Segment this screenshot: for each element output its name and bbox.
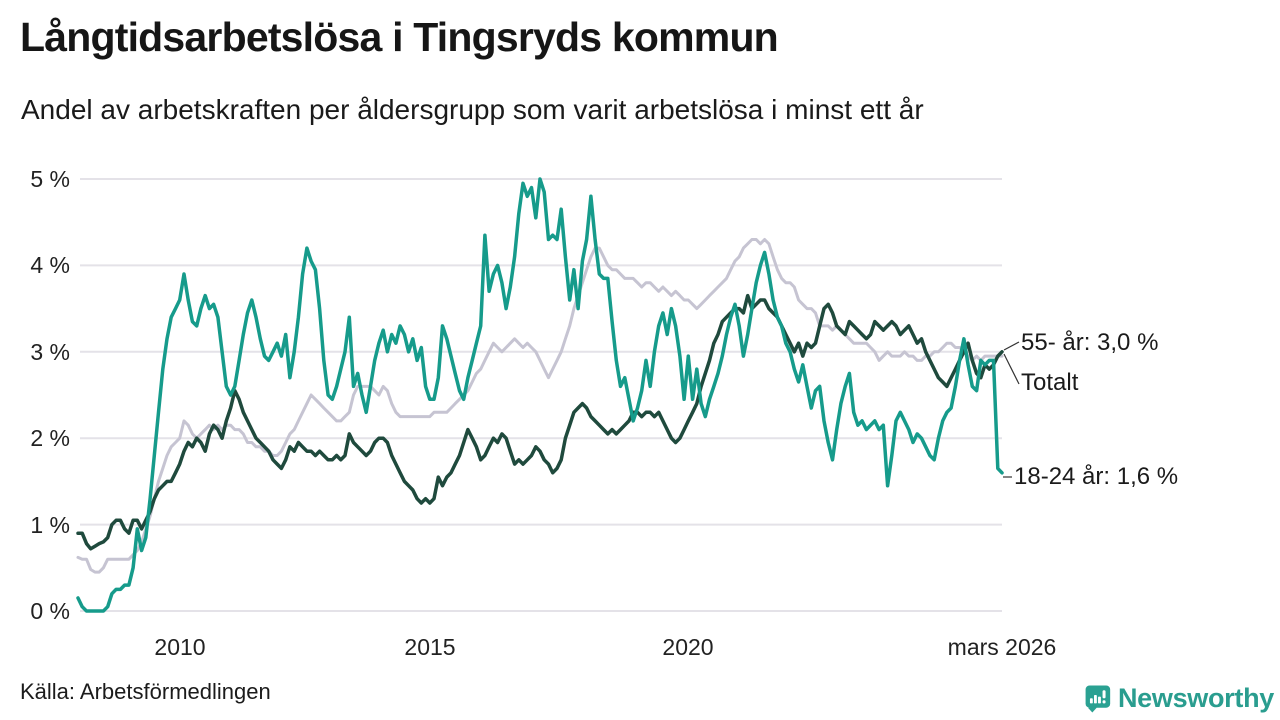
- newsworthy-logo: Newsworthy: [1084, 681, 1274, 719]
- x-axis-tick-mars-2026: mars 2026: [947, 634, 1057, 660]
- y-axis-tick-5: 5 %: [30, 166, 70, 192]
- y-axis-tick-4: 4 %: [30, 252, 70, 278]
- y-axis-tick-2: 2 %: [30, 425, 70, 451]
- series-label-55-plus: 55- år: 3,0 %: [1021, 329, 1159, 356]
- series-label-18-24: 18-24 år: 1,6 %: [1014, 463, 1179, 490]
- series-label-totalt: Totalt: [1021, 369, 1079, 396]
- y-axis-tick-3: 3 %: [30, 339, 70, 365]
- page-title: Långtidsarbetslösa i Tingsryds kommun: [20, 14, 779, 60]
- y-axis-tick-1: 1 %: [30, 512, 70, 538]
- x-axis-tick-2020: 2020: [662, 634, 714, 660]
- y-axis-tick-0: 0 %: [30, 598, 70, 624]
- x-axis-tick-2015: 2015: [404, 634, 456, 660]
- newsworthy-bubble-chart-icon: [1085, 685, 1111, 713]
- newsworthy-wordmark: Newsworthy: [1117, 683, 1274, 713]
- source-note: Källa: Arbetsförmedlingen: [20, 679, 271, 704]
- x-axis-tick-2010: 2010: [154, 634, 206, 660]
- chart-subtitle: Andel av arbetskraften per åldersgrupp s…: [21, 94, 924, 125]
